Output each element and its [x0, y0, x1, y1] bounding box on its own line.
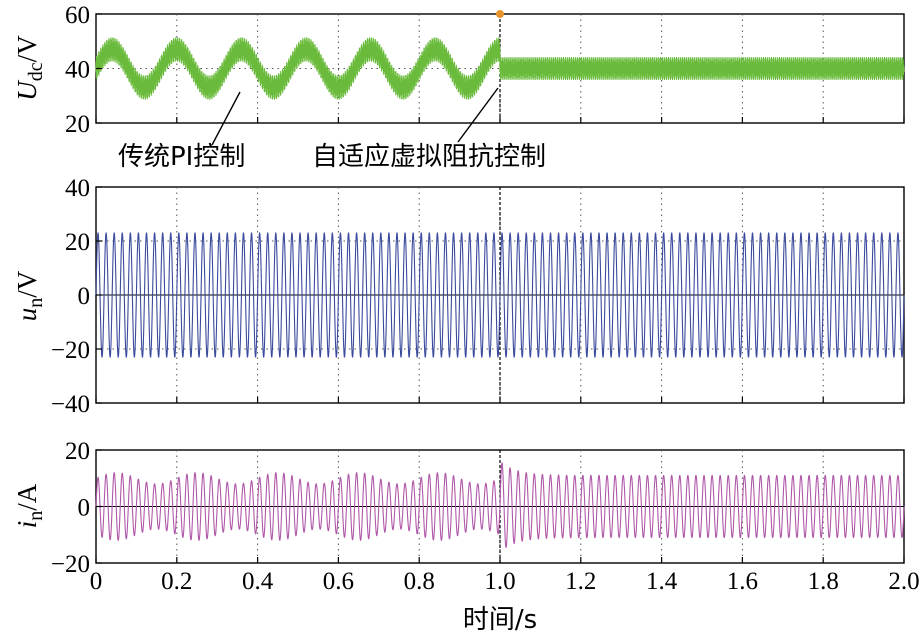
x-tick-label: 1.4	[646, 568, 678, 595]
series-line	[95, 37, 905, 100]
x-tick-label: 1.8	[808, 568, 839, 595]
y-tick-label: 40	[65, 57, 90, 84]
x-tick-label: 0.6	[323, 568, 354, 595]
udc-axis-label: Udc/V	[12, 35, 47, 101]
x-tick-label: 0.2	[161, 568, 192, 595]
x-tick-label: 1.0	[484, 568, 515, 595]
x-tick-label: 0.4	[242, 568, 274, 595]
y-tick-label: −40	[51, 391, 90, 418]
un-axis-label: un/V	[12, 270, 47, 321]
annotation-adaptive-control: 自适应虚拟阻抗控制	[312, 142, 546, 172]
y-tick-label: 60	[65, 2, 90, 29]
tick-marks	[95, 13, 905, 564]
x-tick-label: 1.2	[565, 568, 596, 595]
y-tick-label: 20	[65, 111, 90, 138]
y-tick-label: −20	[51, 551, 90, 578]
series-line	[95, 232, 905, 358]
series-layer	[95, 37, 905, 549]
x-axis-label: 时间/s	[463, 605, 537, 635]
x-tick-label: 1.6	[727, 568, 758, 595]
y-tick-label: 20	[65, 438, 90, 465]
annotation-pi-control: 传统PI控制	[118, 142, 245, 172]
y-tick-label: −20	[51, 337, 90, 364]
annotation-arrow-adaptive	[457, 87, 499, 143]
annotation-arrow-pi	[211, 91, 241, 146]
x-tick-label: 0.8	[404, 568, 435, 595]
x-tick-label: 0	[90, 568, 103, 595]
y-tick-label: 20	[65, 229, 90, 256]
in-axis-label: in/A	[12, 483, 47, 528]
y-tick-label: 0	[78, 283, 91, 310]
y-tick-label: 0	[78, 495, 91, 522]
transition-marker	[496, 10, 504, 18]
series-line	[95, 462, 905, 549]
x-tick-label: 2.0	[888, 568, 919, 595]
y-tick-label: 40	[65, 175, 90, 202]
